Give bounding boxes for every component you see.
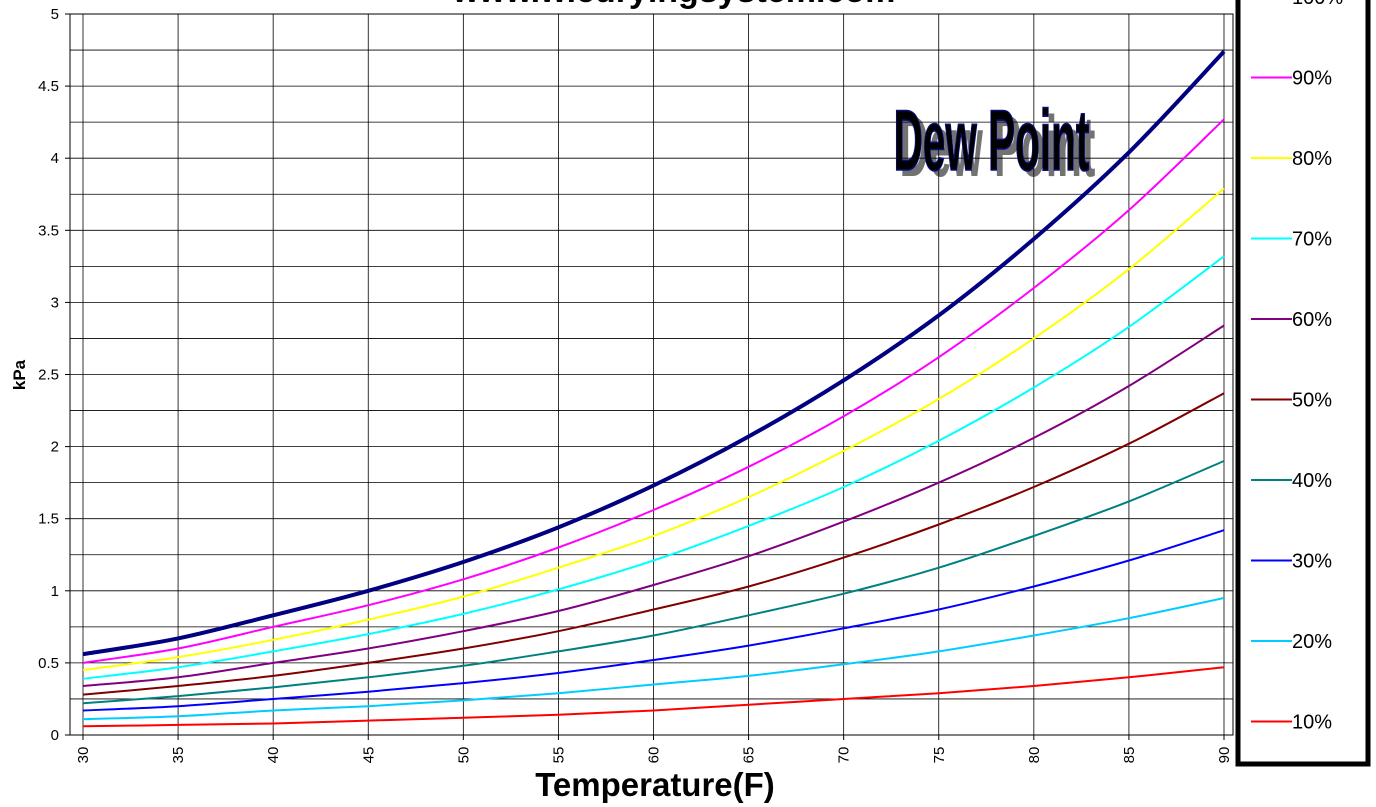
legend-label: 70% [1292, 229, 1332, 251]
y-tick-label: 2.5 [38, 367, 59, 384]
x-tick-label: 75 [931, 747, 948, 764]
series-line-60-percent [82, 324, 1225, 687]
series-line-80-percent [82, 187, 1225, 672]
x-tick-label: 85 [1121, 747, 1138, 764]
legend: 100% 90% 80% 70% 60% 50% 40% 30% 20% 10% [1235, 0, 1371, 767]
x-tick-label: 90 [1216, 747, 1233, 764]
x-tick-label: 40 [265, 747, 282, 764]
x-tick-label: 35 [170, 747, 187, 764]
x-axis-title: Temperature(F) [535, 766, 775, 803]
y-tick-label: 0.5 [38, 655, 59, 672]
x-tick-label: 80 [1026, 747, 1043, 764]
y-tick-label: 4.5 [38, 78, 59, 95]
dew-point-watermark-text: Dew Point [894, 93, 1090, 189]
x-tick-label: 70 [836, 747, 853, 764]
series-line-40-percent [82, 460, 1225, 705]
series-line-70-percent [82, 255, 1225, 680]
legend-box [1235, 0, 1371, 767]
y-tick-label: 2 [51, 439, 59, 456]
legend-label: 10% [1292, 712, 1332, 734]
dew-point-watermark: Dew Point Dew Point [893, 93, 1096, 196]
legend-label: 50% [1292, 390, 1332, 412]
series-line-10-percent [82, 666, 1225, 728]
series-line-100-percent [82, 50, 1226, 657]
y-tick-label: 3 [51, 294, 59, 311]
legend-label: 40% [1292, 470, 1332, 492]
x-axis: 30 35 40 45 50 55 60 65 70 75 80 85 90 [75, 735, 1233, 763]
series-line-90-percent [82, 118, 1225, 664]
series-lines [82, 50, 1226, 728]
plot-area: Dew Point Dew Point [69, 13, 1234, 736]
y-tick-label: 5 [51, 6, 59, 23]
x-tick-label: 65 [741, 747, 758, 764]
x-tick-label: 50 [455, 747, 472, 764]
y-axis: 0 0.5 1 1.5 2 2.5 3 3.5 4 4.5 5 [38, 6, 70, 744]
y-tick-label: 1.5 [38, 511, 59, 528]
y-tick-label: 1 [51, 583, 59, 600]
legend-label: 30% [1292, 551, 1332, 573]
legend-label: 60% [1292, 309, 1332, 331]
x-tick-label: 30 [75, 747, 92, 764]
series-line-50-percent [82, 392, 1225, 696]
y-axis-title: kPa [10, 359, 29, 390]
grid [70, 13, 1233, 735]
legend-label: 100% [1292, 0, 1343, 9]
y-tick-label: 3.5 [38, 222, 59, 239]
dew-point-watermark-shadow: Dew Point [900, 99, 1096, 195]
legend-label: 80% [1292, 148, 1332, 170]
x-tick-label: 60 [646, 747, 663, 764]
legend-label: 20% [1292, 631, 1332, 653]
x-tick-label: 45 [360, 747, 377, 764]
series-line-30-percent [82, 529, 1225, 712]
legend-label: 90% [1292, 68, 1332, 90]
x-tick-label: 55 [550, 747, 567, 764]
chart-title: www.wlcdryingsystem.com [452, 0, 896, 10]
y-tick-label: 4 [51, 150, 59, 167]
y-tick-label: 0 [51, 727, 59, 744]
series-line-20-percent [82, 597, 1225, 721]
